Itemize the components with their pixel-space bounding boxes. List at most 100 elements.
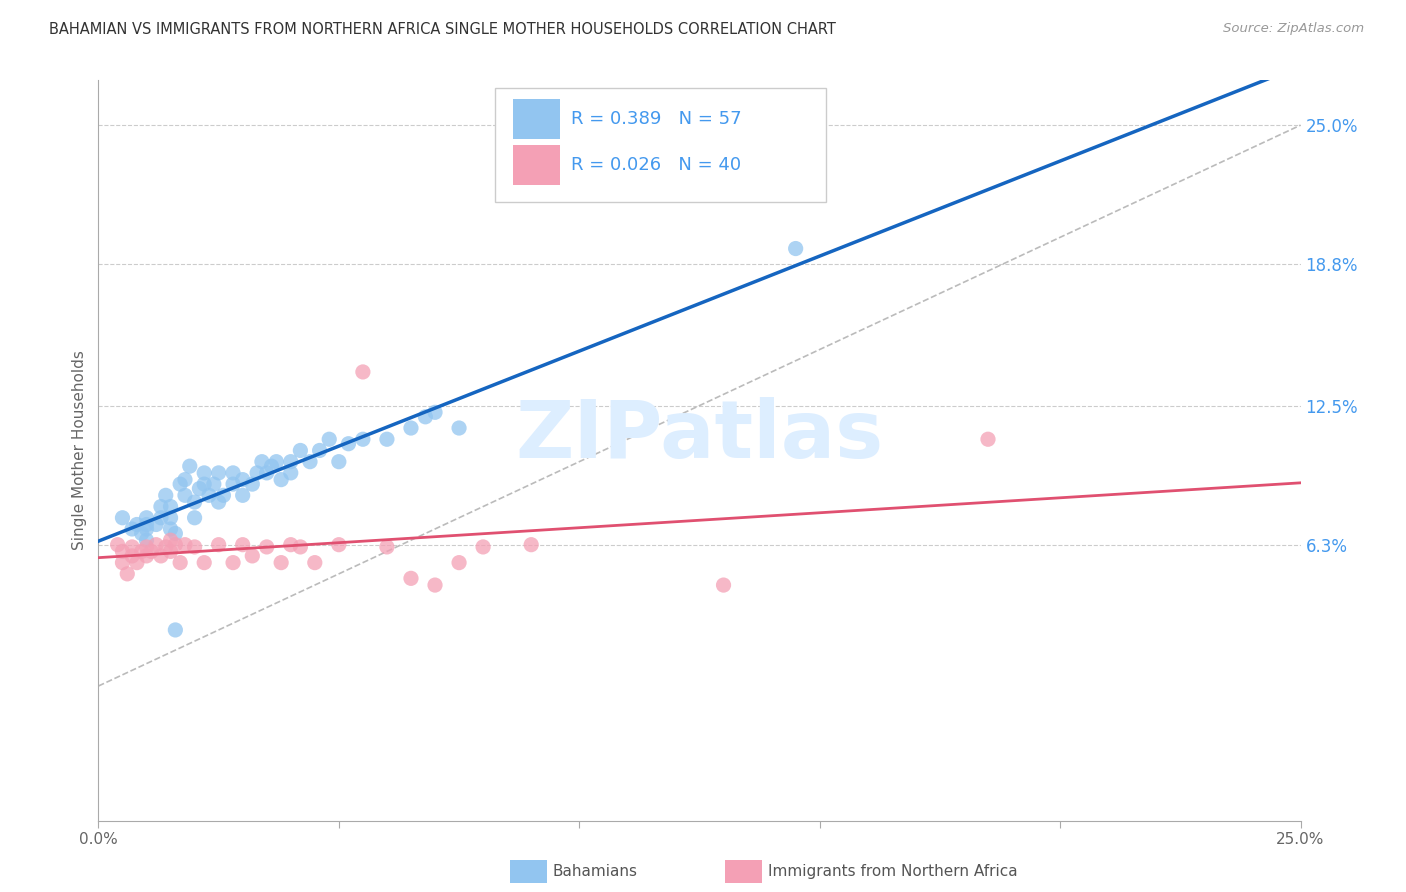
Point <box>423 405 446 419</box>
Point <box>155 488 177 502</box>
Text: R = 0.389   N = 57: R = 0.389 N = 57 <box>571 110 741 128</box>
Point <box>174 473 197 487</box>
Point <box>222 466 245 480</box>
Text: Bahamians: Bahamians <box>553 864 637 879</box>
Point <box>183 510 205 524</box>
Point <box>149 549 172 563</box>
Point <box>328 538 350 552</box>
Point <box>135 522 157 536</box>
Point <box>174 488 197 502</box>
Point <box>174 538 197 552</box>
Text: Immigrants from Northern Africa: Immigrants from Northern Africa <box>768 864 1018 879</box>
Point <box>155 540 177 554</box>
Point <box>198 488 221 502</box>
FancyBboxPatch shape <box>513 145 560 186</box>
Point <box>193 477 215 491</box>
Point <box>125 517 148 532</box>
Point <box>149 510 172 524</box>
Point <box>183 495 205 509</box>
Point <box>337 436 360 450</box>
Point <box>222 556 245 570</box>
Point <box>308 443 330 458</box>
Point <box>352 432 374 446</box>
Point <box>135 510 157 524</box>
Point <box>111 544 134 558</box>
Point <box>256 466 278 480</box>
Point <box>375 432 398 446</box>
Point <box>188 482 211 496</box>
Point <box>208 466 231 480</box>
Point <box>111 510 134 524</box>
Y-axis label: Single Mother Households: Single Mother Households <box>72 351 87 550</box>
Point <box>212 488 235 502</box>
Point <box>159 533 181 548</box>
Point <box>423 578 446 592</box>
Point <box>135 533 157 548</box>
Point <box>713 578 735 592</box>
Point <box>183 540 205 554</box>
Point <box>179 459 201 474</box>
Point <box>165 623 187 637</box>
Point <box>318 432 340 446</box>
Point <box>250 455 273 469</box>
Point <box>785 242 807 256</box>
Point <box>280 538 302 552</box>
Point <box>117 566 139 581</box>
Point <box>260 459 283 474</box>
Point <box>447 421 470 435</box>
Point <box>240 549 263 563</box>
Point <box>193 556 215 570</box>
FancyBboxPatch shape <box>513 99 560 139</box>
Text: BAHAMIAN VS IMMIGRANTS FROM NORTHERN AFRICA SINGLE MOTHER HOUSEHOLDS CORRELATION: BAHAMIAN VS IMMIGRANTS FROM NORTHERN AFR… <box>49 22 837 37</box>
Point <box>141 544 163 558</box>
Point <box>149 500 172 514</box>
Point <box>399 571 422 585</box>
Point <box>240 477 263 491</box>
Point <box>159 522 181 536</box>
Point <box>169 556 191 570</box>
Text: ZIPatlas: ZIPatlas <box>516 397 883 475</box>
Point <box>472 540 495 554</box>
Point <box>159 510 181 524</box>
Point <box>232 488 254 502</box>
Point <box>107 538 129 552</box>
FancyBboxPatch shape <box>495 87 825 202</box>
Text: Source: ZipAtlas.com: Source: ZipAtlas.com <box>1223 22 1364 36</box>
Point <box>246 466 269 480</box>
Point <box>202 477 225 491</box>
Point <box>256 540 278 554</box>
Point <box>131 526 153 541</box>
Point <box>232 538 254 552</box>
Point <box>298 455 321 469</box>
Point <box>145 538 167 552</box>
Point <box>280 466 302 480</box>
Point <box>447 556 470 570</box>
Point <box>208 538 231 552</box>
Point <box>169 477 191 491</box>
Point <box>270 556 292 570</box>
Point <box>520 538 543 552</box>
Point <box>290 540 312 554</box>
Point <box>222 477 245 491</box>
Point <box>232 473 254 487</box>
Point <box>131 544 153 558</box>
Point <box>290 443 312 458</box>
Point <box>111 556 134 570</box>
Text: R = 0.026   N = 40: R = 0.026 N = 40 <box>571 156 741 175</box>
Point <box>399 421 422 435</box>
Point <box>121 549 143 563</box>
Point <box>135 549 157 563</box>
Point <box>304 556 326 570</box>
Point <box>208 495 231 509</box>
Point <box>415 409 437 424</box>
Point <box>145 517 167 532</box>
Point <box>375 540 398 554</box>
Point <box>121 522 143 536</box>
Point <box>266 455 288 469</box>
Point <box>159 500 181 514</box>
Point <box>165 538 187 552</box>
Point <box>159 544 181 558</box>
Point <box>135 540 157 554</box>
Point <box>193 466 215 480</box>
Point <box>121 540 143 554</box>
